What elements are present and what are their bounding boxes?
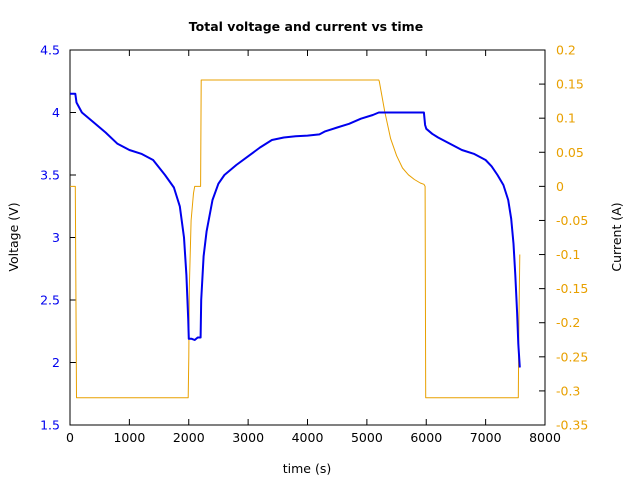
right-y-tick-label: -0.1 xyxy=(556,247,580,262)
right-y-axis: -0.35 -0.3 -0.25 -0.2 -0.15 -0.1 -0.05 0 0.05 0.1… xyxy=(539,43,588,433)
left-y-tick-label: 1.5 xyxy=(40,418,60,433)
current-series-line xyxy=(70,79,521,399)
x-tick-label: 2000 xyxy=(173,430,205,445)
left-y-tick-label: 4 xyxy=(52,105,60,120)
x-tick-label: 3000 xyxy=(232,430,264,445)
x-tick-label: 6000 xyxy=(410,430,442,445)
series-layer xyxy=(70,79,521,399)
left-y-tick-label: 3.5 xyxy=(40,168,60,183)
left-y-axis: 1.5 2 2.5 3 3.5 4 4.5 xyxy=(40,43,76,433)
left-y-axis-label: Voltage (V) xyxy=(6,202,21,271)
left-y-tick-label: 3 xyxy=(52,230,60,245)
x-axis: 0 1000 2000 3000 4000 5000 6000 7000 8000 xyxy=(66,50,561,445)
voltage-series-line xyxy=(70,92,521,368)
x-tick-label: 7000 xyxy=(470,430,502,445)
chart-title: Total voltage and current vs time xyxy=(189,19,423,34)
x-axis-label: time (s) xyxy=(283,461,331,476)
right-y-tick-label: -0.05 xyxy=(556,213,588,228)
right-y-tick-label: 0.15 xyxy=(556,77,584,92)
right-y-tick-label: -0.2 xyxy=(556,315,580,330)
x-tick-label: 4000 xyxy=(292,430,324,445)
x-tick-label: 8000 xyxy=(529,430,561,445)
left-y-tick-label: 2.5 xyxy=(40,293,60,308)
x-tick-label: 0 xyxy=(66,430,74,445)
right-y-tick-label: -0.25 xyxy=(556,349,588,364)
left-y-tick-label: 4.5 xyxy=(40,43,60,58)
right-y-axis-label: Current (A) xyxy=(609,202,624,271)
right-y-tick-label: 0 xyxy=(556,179,564,194)
right-y-tick-label: 0.2 xyxy=(556,43,576,58)
right-y-tick-label: 0.1 xyxy=(556,111,576,126)
right-y-tick-label: -0.35 xyxy=(556,418,588,433)
x-tick-label: 5000 xyxy=(351,430,383,445)
left-y-tick-label: 2 xyxy=(52,355,60,370)
right-y-tick-label: 0.05 xyxy=(556,145,584,160)
x-tick-label: 1000 xyxy=(113,430,145,445)
plot-frame xyxy=(69,49,546,426)
right-y-tick-label: -0.15 xyxy=(556,281,588,296)
right-y-tick-label: -0.3 xyxy=(556,383,580,398)
